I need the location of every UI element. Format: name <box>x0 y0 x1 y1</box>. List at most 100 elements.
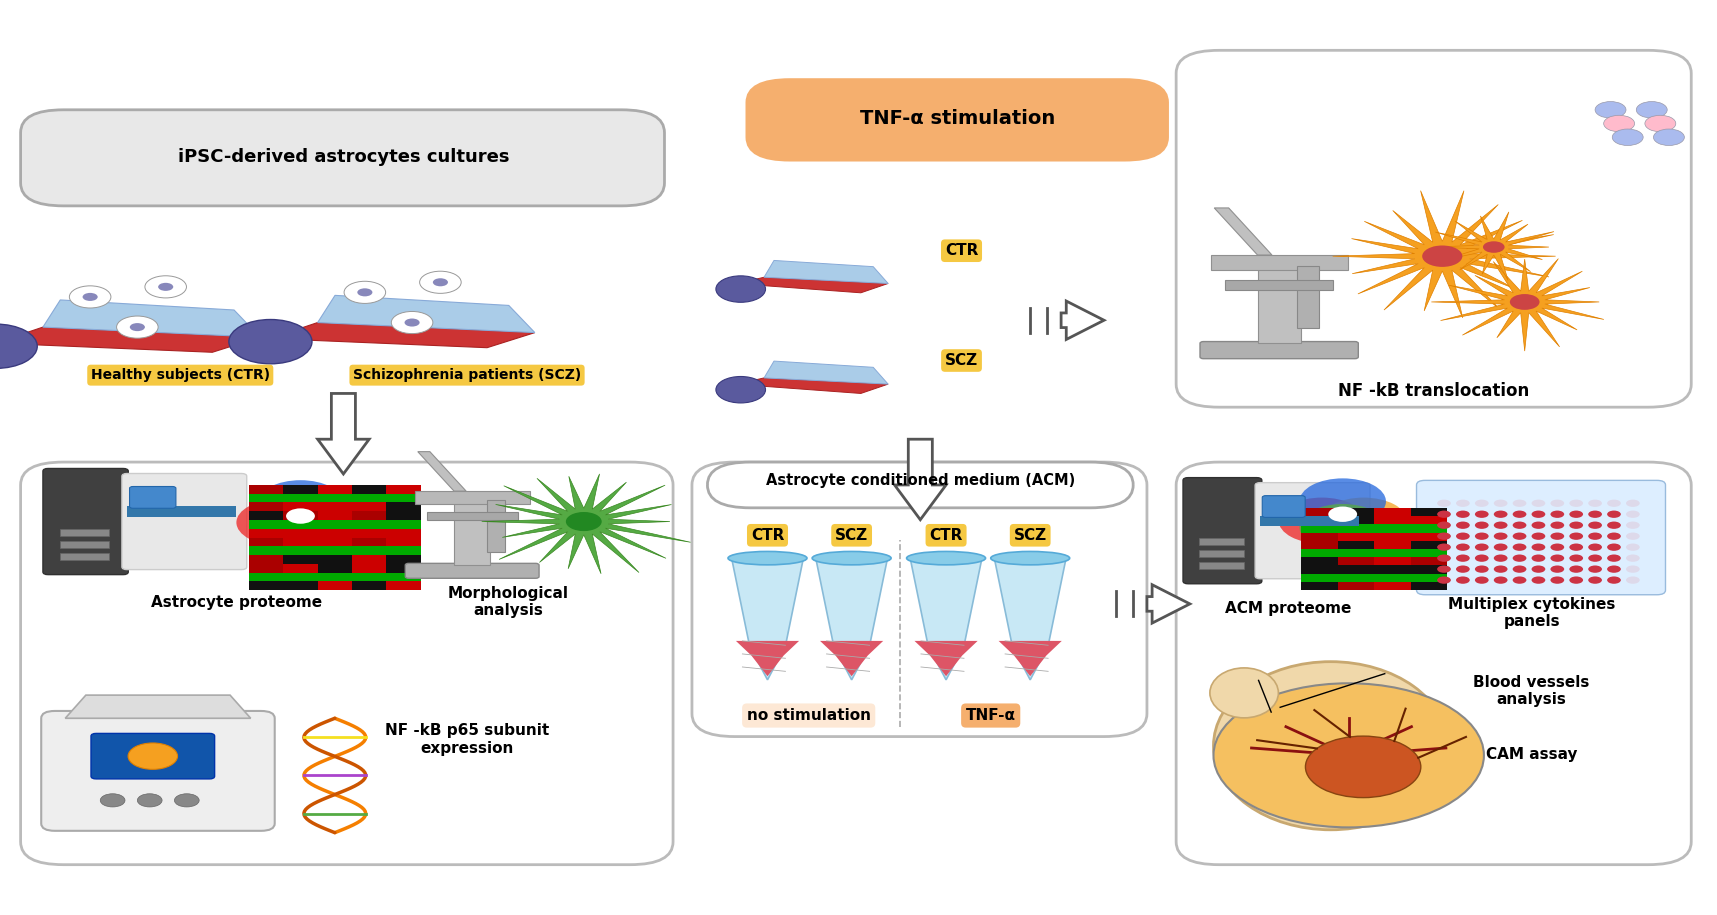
Circle shape <box>1626 576 1640 584</box>
Text: no stimulation: no stimulation <box>747 708 871 723</box>
Circle shape <box>1329 507 1356 522</box>
Text: SCZ: SCZ <box>944 353 979 368</box>
Circle shape <box>391 311 433 334</box>
Bar <box>283 573 318 581</box>
Bar <box>352 546 386 555</box>
Bar <box>1411 557 1447 565</box>
Bar <box>1301 557 1338 565</box>
Circle shape <box>1532 565 1545 573</box>
Circle shape <box>1494 500 1508 507</box>
Circle shape <box>1607 533 1621 540</box>
Polygon shape <box>816 558 888 680</box>
Circle shape <box>1475 554 1489 562</box>
Text: ACM proteome: ACM proteome <box>1224 601 1351 616</box>
Circle shape <box>1513 544 1526 551</box>
Bar <box>1411 549 1447 557</box>
Circle shape <box>1626 500 1640 507</box>
Circle shape <box>1475 576 1489 584</box>
Bar <box>1374 574 1411 582</box>
Circle shape <box>1550 576 1564 584</box>
Circle shape <box>1607 544 1621 551</box>
Circle shape <box>419 271 462 294</box>
Circle shape <box>1300 504 1386 550</box>
Circle shape <box>228 319 312 364</box>
Bar <box>1298 265 1319 328</box>
FancyBboxPatch shape <box>41 711 275 831</box>
Circle shape <box>1475 500 1489 507</box>
Circle shape <box>1569 554 1583 562</box>
Circle shape <box>1569 544 1583 551</box>
Bar <box>249 538 283 546</box>
Bar <box>1338 549 1374 557</box>
Bar <box>1301 508 1338 516</box>
FancyBboxPatch shape <box>692 462 1147 737</box>
Polygon shape <box>895 439 946 520</box>
Text: Schizophrenia patients (SCZ): Schizophrenia patients (SCZ) <box>354 368 580 382</box>
Circle shape <box>1513 565 1526 573</box>
Bar <box>1411 524 1447 533</box>
FancyBboxPatch shape <box>1417 480 1665 595</box>
Circle shape <box>357 288 373 296</box>
Circle shape <box>1569 533 1583 540</box>
Circle shape <box>1494 576 1508 584</box>
Circle shape <box>1456 522 1470 529</box>
Polygon shape <box>270 323 534 348</box>
Circle shape <box>1588 576 1602 584</box>
Circle shape <box>1456 554 1470 562</box>
Bar <box>1210 255 1348 271</box>
Circle shape <box>1588 511 1602 518</box>
Bar <box>1338 541 1374 549</box>
Bar <box>352 485 386 494</box>
Circle shape <box>1607 576 1621 584</box>
Bar <box>1374 541 1411 549</box>
Circle shape <box>1588 533 1602 540</box>
Polygon shape <box>915 640 977 676</box>
Bar <box>283 494 318 502</box>
Circle shape <box>158 283 173 291</box>
Polygon shape <box>1214 208 1272 255</box>
Bar <box>386 555 421 564</box>
Circle shape <box>1532 544 1545 551</box>
Circle shape <box>1437 533 1451 540</box>
Bar <box>1301 533 1338 541</box>
Circle shape <box>82 293 98 301</box>
Bar <box>249 502 283 511</box>
Bar <box>1257 257 1301 343</box>
Circle shape <box>1550 544 1564 551</box>
Circle shape <box>1494 544 1508 551</box>
Circle shape <box>1513 500 1526 507</box>
Text: SCZ: SCZ <box>1013 528 1047 543</box>
FancyBboxPatch shape <box>1200 341 1358 359</box>
FancyBboxPatch shape <box>43 468 129 575</box>
Bar <box>488 500 505 553</box>
Circle shape <box>1494 565 1508 573</box>
Circle shape <box>1607 500 1621 507</box>
Bar <box>283 538 318 546</box>
Polygon shape <box>65 695 251 718</box>
Circle shape <box>405 318 419 327</box>
Bar <box>1374 557 1411 565</box>
Bar <box>1301 549 1338 557</box>
Bar <box>1301 582 1338 590</box>
Bar <box>386 538 421 546</box>
Circle shape <box>1300 479 1386 524</box>
Circle shape <box>1494 554 1508 562</box>
Text: CTR: CTR <box>750 528 785 543</box>
Bar <box>318 546 352 555</box>
Bar <box>1301 574 1338 582</box>
Circle shape <box>343 281 386 304</box>
Bar <box>1260 516 1360 525</box>
Bar <box>60 553 110 560</box>
Bar <box>352 538 386 546</box>
Bar <box>1301 565 1338 574</box>
Polygon shape <box>0 328 261 352</box>
Bar <box>1374 516 1411 524</box>
Polygon shape <box>1432 259 1604 351</box>
Circle shape <box>1550 522 1564 529</box>
Circle shape <box>258 506 343 552</box>
Circle shape <box>1475 511 1489 518</box>
Bar <box>318 573 352 581</box>
Text: CTR: CTR <box>944 243 979 258</box>
Bar <box>249 564 283 573</box>
Bar <box>1374 565 1411 574</box>
